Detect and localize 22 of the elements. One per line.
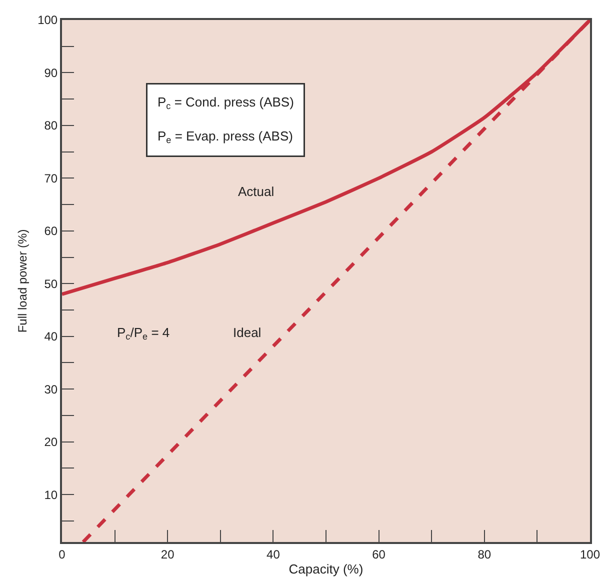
x-tick-label: 20: [160, 547, 175, 562]
y-tick-label: 20: [44, 435, 58, 450]
annotation: Actual: [238, 184, 274, 199]
x-axis-title: Capacity (%): [288, 562, 364, 576]
annotation: P$_{c}$/P$_{e}$ = 4: [117, 325, 170, 342]
y-tick-label: 90: [44, 66, 58, 80]
x-tick-label: 0: [58, 547, 66, 562]
y-tick-label: 30: [44, 382, 58, 396]
x-tick-label: 40: [266, 547, 280, 562]
annotation: Ideal: [233, 325, 262, 340]
x-tick-label: 100: [580, 547, 600, 562]
text: P$_{c}$ = Cond. press (ABS) P$_{e}$ = Evap. press (ABS): [158, 94, 294, 146]
y-tick-label: 80: [44, 118, 58, 133]
y-tick-label: 50: [44, 276, 58, 291]
x-tick-label: 60: [372, 547, 386, 562]
y-tick-label: 60: [44, 224, 58, 238]
y-tick-label: 10: [44, 488, 58, 502]
y-tick-label: 100: [38, 13, 58, 28]
y-tick-label: 70: [44, 171, 58, 186]
x-tick-label: 80: [478, 547, 492, 562]
y-axis-title: Full load power (%): [15, 229, 30, 333]
y-tick-label: 40: [44, 330, 58, 344]
